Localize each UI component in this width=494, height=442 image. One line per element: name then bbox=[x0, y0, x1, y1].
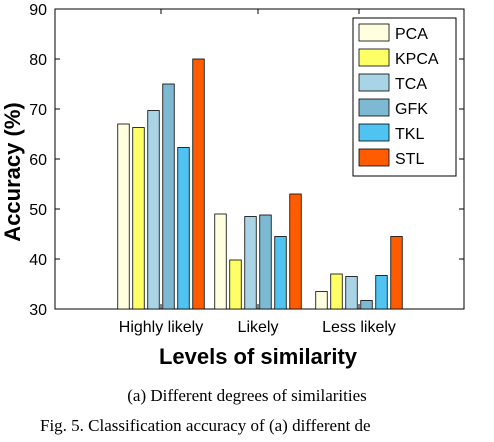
legend-label-gfk: GFK bbox=[395, 101, 428, 118]
bar-stl-highly-likely bbox=[192, 58, 205, 310]
legend-label-tca: TCA bbox=[395, 76, 427, 93]
plot-area: 30 40 50 60 70 80 90 Highly likely Likely Less li… bbox=[29, 2, 465, 336]
bar-kpca-likely bbox=[229, 259, 242, 310]
legend-swatch-tkl bbox=[358, 123, 390, 142]
x-tick-label-likely: Likely bbox=[238, 319, 279, 336]
y-tick-label-60: 60 bbox=[29, 152, 47, 169]
figure-caption: Fig. 5. Classification accuracy of (a) d… bbox=[40, 416, 371, 435]
y-tick-label-50: 50 bbox=[29, 202, 47, 219]
legend-swatch-tca bbox=[358, 73, 390, 92]
legend-swatch-gfk bbox=[358, 98, 390, 117]
legend bbox=[352, 17, 457, 177]
legend-swatch-pca bbox=[358, 23, 390, 42]
bar-tkl-likely bbox=[274, 236, 287, 310]
sub-caption: (a) Different degrees of similarities bbox=[127, 386, 367, 405]
bar-chart: 30 40 50 60 70 80 90 Highly likely Likely Less li… bbox=[0, 2, 465, 369]
bar-stl-likely bbox=[289, 193, 302, 310]
bar-kpca-less-likely bbox=[330, 273, 343, 310]
bar-tkl-highly-likely bbox=[177, 147, 190, 310]
bar-pca-less-likely bbox=[315, 291, 328, 310]
bar-pca-highly-likely bbox=[117, 123, 130, 310]
bar-gfk-less-likely bbox=[360, 300, 373, 310]
legend-swatch-stl bbox=[358, 148, 390, 167]
x-tick-label-less-likely: Less likely bbox=[322, 319, 396, 336]
bar-tca-likely bbox=[244, 216, 257, 310]
bar-stl-less-likely bbox=[390, 236, 403, 310]
bar-kpca-highly-likely bbox=[132, 127, 145, 310]
bar-pca-likely bbox=[214, 213, 227, 310]
legend-label-stl: STL bbox=[395, 151, 424, 168]
bar-tca-highly-likely bbox=[147, 110, 160, 310]
y-tick-label-90: 90 bbox=[29, 2, 47, 19]
legend-label-kpca: KPCA bbox=[395, 51, 439, 68]
y-tick-label-30: 30 bbox=[29, 302, 47, 319]
bar-tca-less-likely bbox=[345, 276, 358, 310]
x-axis-label: Levels of similarity bbox=[159, 344, 358, 369]
x-tick-label-highly-likely: Highly likely bbox=[119, 319, 203, 336]
y-axis-label: Accuracy (%) bbox=[0, 102, 25, 241]
legend-label-tkl: TKL bbox=[395, 126, 424, 143]
legend-label-pca: PCA bbox=[395, 26, 428, 43]
y-tick-label-40: 40 bbox=[29, 252, 47, 269]
bar-tkl-less-likely bbox=[375, 275, 388, 310]
y-tick-label-80: 80 bbox=[29, 52, 47, 69]
y-tick-label-70: 70 bbox=[29, 102, 47, 119]
bar-gfk-highly-likely bbox=[162, 83, 175, 310]
bar-gfk-likely bbox=[259, 214, 272, 310]
legend-swatch-kpca bbox=[358, 48, 390, 67]
